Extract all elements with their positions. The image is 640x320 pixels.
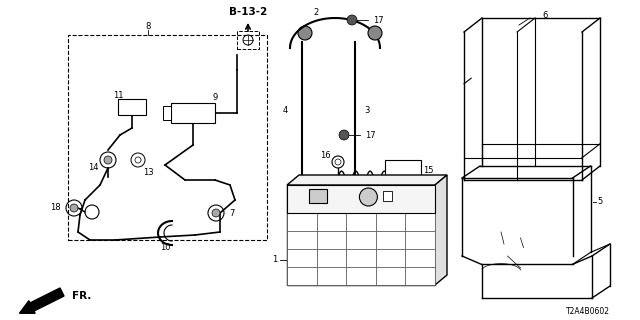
Text: 9: 9 [212,92,218,101]
Text: T2A4B0602: T2A4B0602 [566,308,610,316]
Bar [376,213,405,231]
Text: 11: 11 [113,91,124,100]
Bar [346,231,376,249]
Bar [317,249,346,267]
Text: 5: 5 [597,197,603,206]
Bar [346,249,376,267]
Text: 7: 7 [229,209,235,218]
Bar [376,267,405,285]
Circle shape [347,15,357,25]
Text: 18: 18 [50,204,60,212]
Bar [287,185,435,213]
Circle shape [70,204,78,212]
Bar [237,31,259,49]
Text: 14: 14 [88,163,99,172]
Text: 3: 3 [364,106,370,115]
Circle shape [212,209,220,217]
Text: 12: 12 [363,188,373,196]
Text: 2: 2 [314,7,319,17]
Polygon shape [435,175,447,285]
Bar [405,231,435,249]
Bar [376,231,405,249]
Bar [163,106,171,120]
Text: 10: 10 [160,243,170,252]
Bar [287,249,317,267]
Bar [376,249,405,267]
Bar [287,213,317,231]
Bar [68,35,267,240]
Bar [171,103,215,123]
Text: 4: 4 [282,106,287,115]
FancyArrow shape [19,288,64,313]
Bar [118,99,146,115]
Bar [287,231,317,249]
Text: FR.: FR. [72,291,92,301]
Bar [346,213,376,231]
Bar [287,185,435,285]
Text: 8: 8 [145,21,150,30]
Circle shape [339,130,349,140]
Bar [317,267,346,285]
Text: 17: 17 [372,15,383,25]
Bar [346,267,376,285]
Bar [317,213,346,231]
Circle shape [298,26,312,40]
Text: 15: 15 [423,165,433,174]
Bar [287,267,317,285]
Text: 17: 17 [365,131,375,140]
Bar [385,160,421,180]
Bar [405,213,435,231]
Circle shape [360,188,378,206]
Bar [405,267,435,285]
Text: 13: 13 [143,167,154,177]
Text: 6: 6 [542,11,548,20]
Text: 1: 1 [272,255,277,265]
Text: B-13-2: B-13-2 [229,7,267,17]
Text: 16: 16 [320,150,330,159]
Polygon shape [287,175,447,185]
Circle shape [368,26,382,40]
Bar [309,189,327,203]
Bar [405,249,435,267]
Bar [317,231,346,249]
Bar [383,191,392,201]
Circle shape [104,156,112,164]
